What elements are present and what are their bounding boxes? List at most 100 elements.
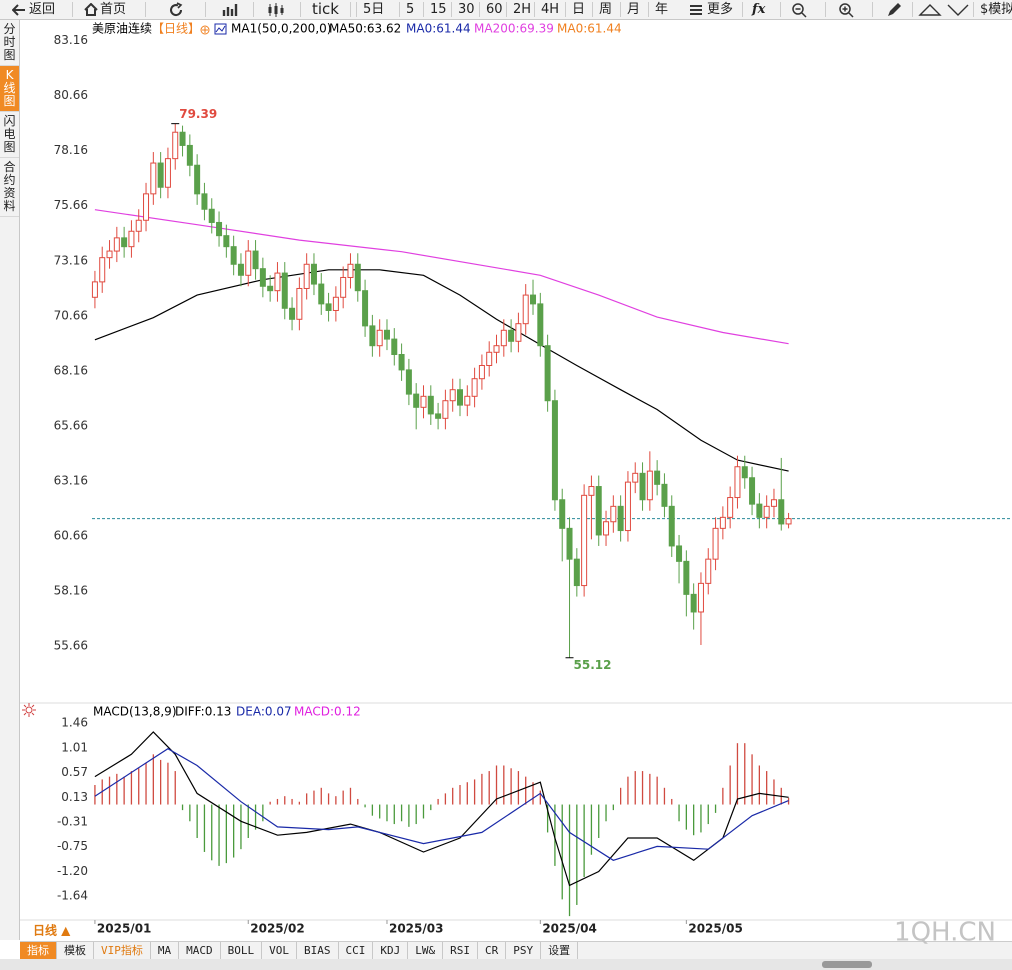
bar-icon[interactable] bbox=[222, 3, 240, 17]
side-tab[interactable]: 分时图 bbox=[0, 20, 19, 66]
y-tick-label: -1.64 bbox=[57, 889, 88, 903]
side-tab[interactable]: 合约资料 bbox=[0, 158, 19, 217]
candle-body bbox=[281, 272, 288, 309]
side-tab[interactable]: K线图 bbox=[0, 66, 19, 112]
up-icon[interactable] bbox=[918, 3, 942, 17]
zoom-in-icon[interactable] bbox=[838, 2, 854, 18]
indicator-tab[interactable]: 指标 bbox=[20, 942, 57, 959]
candle-body bbox=[230, 246, 237, 265]
y-tick-label: 83.16 bbox=[54, 33, 88, 47]
candle-body bbox=[157, 162, 164, 188]
indicator-tab[interactable]: CR bbox=[478, 942, 507, 959]
indicator-tab[interactable]: PSY bbox=[506, 942, 542, 959]
candle-body bbox=[362, 290, 369, 327]
candle-body bbox=[654, 470, 661, 485]
candle-body bbox=[581, 494, 588, 587]
down-icon[interactable] bbox=[946, 3, 970, 17]
more-button[interactable]: 更多 bbox=[707, 2, 734, 17]
candle-body bbox=[661, 483, 668, 507]
candle-body bbox=[442, 400, 449, 419]
period-button[interactable]: 4H bbox=[541, 2, 560, 17]
candle-body bbox=[522, 294, 529, 325]
refresh-icon[interactable] bbox=[168, 2, 184, 18]
fx-button[interactable]: fx bbox=[752, 2, 766, 17]
home-icon[interactable] bbox=[84, 3, 98, 16]
candle-body bbox=[91, 281, 98, 298]
candle-body bbox=[493, 345, 500, 353]
legend-entry: MA0:61.44 bbox=[557, 22, 622, 36]
indicator-tab[interactable]: 模板 bbox=[57, 942, 94, 959]
period-selector[interactable]: 日线 ▲ bbox=[33, 923, 71, 938]
candle-body bbox=[128, 230, 135, 248]
candle-body bbox=[259, 268, 266, 287]
candle-body bbox=[530, 294, 537, 305]
period-button[interactable]: 5 bbox=[406, 2, 415, 17]
period-button[interactable]: 日 bbox=[572, 2, 586, 17]
home-button[interactable]: 首页 bbox=[100, 2, 127, 17]
back-button[interactable]: 返回 bbox=[29, 2, 56, 17]
candle-body bbox=[252, 250, 259, 270]
candle-body bbox=[216, 221, 223, 237]
indicator-tab[interactable]: VOL bbox=[262, 942, 297, 959]
period-button[interactable]: 年 bbox=[655, 2, 669, 17]
legend-entry: MA200:69.39 bbox=[474, 22, 554, 36]
legend-entry: DIFF:0.13 bbox=[175, 705, 231, 719]
candle-body bbox=[391, 338, 398, 355]
candle-body bbox=[719, 516, 726, 529]
period-button[interactable]: 月 bbox=[627, 2, 641, 17]
candle-body bbox=[471, 378, 478, 397]
candle-body bbox=[500, 329, 507, 347]
candle-body bbox=[296, 287, 303, 320]
candle-body bbox=[121, 237, 128, 248]
indicator-tab[interactable]: KDJ bbox=[373, 942, 409, 959]
candle-body bbox=[420, 395, 427, 408]
period-button[interactable]: 2H bbox=[513, 2, 532, 17]
candle-body bbox=[515, 323, 522, 342]
legend-entry: MACD:0.12 bbox=[294, 705, 361, 719]
candle-body bbox=[624, 481, 631, 532]
side-tab[interactable]: 闪电图 bbox=[0, 112, 19, 158]
back-icon[interactable] bbox=[12, 4, 26, 16]
period-button[interactable]: 15 bbox=[430, 2, 447, 17]
legend-entry: MA50:63.62 bbox=[329, 22, 401, 36]
ma-line bbox=[94, 731, 789, 887]
sidebar: 分时图 K线图 闪电图 合约资料 bbox=[0, 20, 20, 940]
indicator-tab[interactable]: BOLL bbox=[221, 942, 263, 959]
simulate-button[interactable]: $模拟 bbox=[980, 2, 1012, 17]
menu-icon[interactable] bbox=[689, 4, 703, 16]
indicator-tab[interactable]: CCI bbox=[339, 942, 374, 959]
period-button[interactable]: 5日 bbox=[363, 2, 385, 17]
indicator-tab[interactable]: BIAS bbox=[297, 942, 339, 959]
period-button[interactable]: 周 bbox=[599, 2, 613, 17]
indicator-tab[interactable]: MACD bbox=[179, 942, 221, 959]
y-tick-label: -0.31 bbox=[57, 814, 88, 828]
legend-entry: MA0:61.44 bbox=[406, 22, 471, 36]
candle-body bbox=[179, 131, 186, 146]
tick-button[interactable]: tick bbox=[312, 0, 339, 18]
candle-body bbox=[449, 389, 456, 402]
candle-body bbox=[405, 369, 412, 395]
period-button[interactable]: 30 bbox=[458, 2, 475, 17]
macd-title: MACD(13,8,9) bbox=[93, 705, 177, 719]
y-tick-label: 73.16 bbox=[54, 253, 88, 267]
indicator-tab[interactable]: RSI bbox=[443, 942, 478, 959]
candle-body bbox=[697, 582, 704, 613]
candle-icon[interactable] bbox=[267, 2, 287, 18]
indicator-tab[interactable]: LW& bbox=[408, 942, 444, 959]
candle-body bbox=[172, 131, 179, 160]
candle-body bbox=[369, 325, 376, 347]
candle-body bbox=[464, 395, 471, 406]
legend-entry: DEA:0.07 bbox=[236, 705, 292, 719]
indicator-tab[interactable]: MA bbox=[151, 942, 180, 959]
candle-body bbox=[99, 257, 106, 283]
period-button[interactable]: 60 bbox=[486, 2, 503, 17]
zoom-out-icon[interactable] bbox=[791, 2, 807, 18]
candle-body bbox=[690, 593, 697, 613]
candle-body bbox=[332, 296, 339, 311]
toolbar: 返回 首页 tick 更多 fx $模拟 5日 5 15 30 60 2H 4H 日周月年 bbox=[0, 0, 1012, 20]
indicator-tab[interactable]: VIP指标 bbox=[94, 942, 151, 959]
candle-body bbox=[632, 472, 639, 483]
candle-body bbox=[325, 303, 332, 311]
pencil-icon[interactable] bbox=[886, 2, 902, 18]
indicator-tab[interactable]: 设置 bbox=[541, 942, 579, 959]
